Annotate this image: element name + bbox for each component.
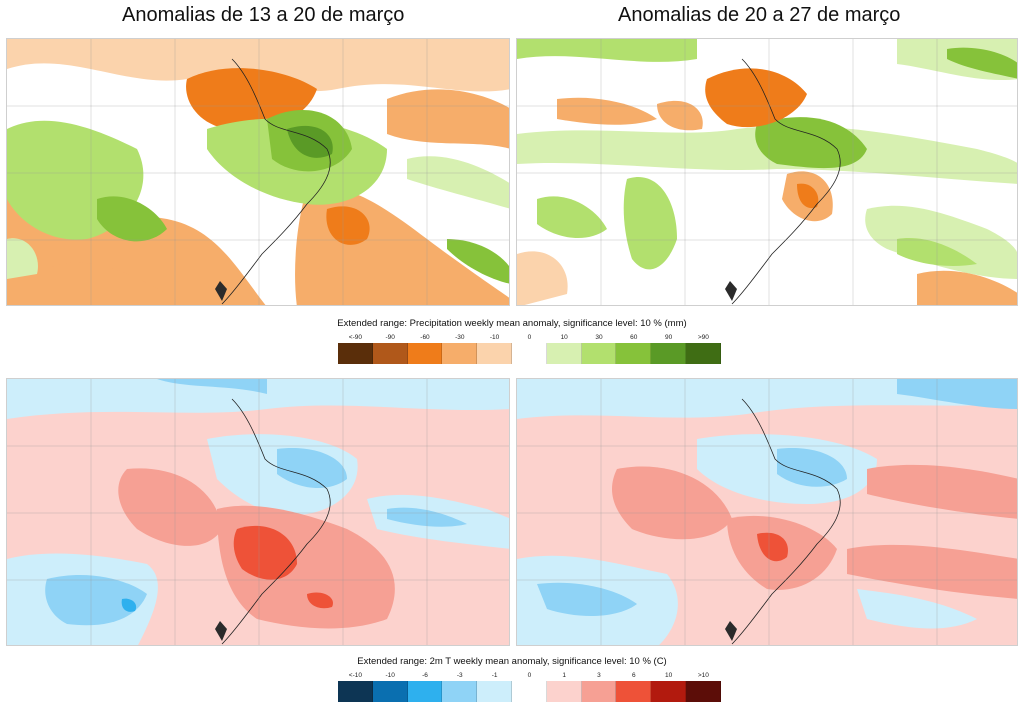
temperature-legend-caption: Extended range: 2m T weekly mean anomaly… <box>357 656 667 667</box>
temp-legend-label: >10 <box>697 672 709 679</box>
precip-legend-swatch <box>511 343 547 364</box>
temperature-colorbar: <-10 -10 -6 -3 -1 0 1 3 6 10 >10 <box>338 671 721 702</box>
temp-legend-label: 3 <box>597 672 601 679</box>
temp-legend-label: -10 <box>385 672 395 679</box>
temperature-map-week1 <box>6 378 510 646</box>
precip-legend-item: 90 <box>651 333 686 364</box>
map-title-week2: Anomalias de 20 a 27 de março <box>618 4 901 26</box>
precip-legend-swatch <box>372 343 408 364</box>
temp-legend-label: 1 <box>562 672 566 679</box>
precip-legend-item: 60 <box>616 333 652 364</box>
temp-legend-item: 6 <box>616 671 652 702</box>
temp-legend-item: >10 <box>685 671 721 702</box>
precip-legend-label: 0 <box>527 334 532 341</box>
temp-legend-swatch <box>338 681 373 702</box>
precip-legend-label: -30 <box>455 334 465 341</box>
temp-legend-label: -3 <box>456 672 463 679</box>
precip-legend-swatch <box>685 343 721 364</box>
temp-legend-item: 0 <box>511 671 547 702</box>
precip-legend-item: >90 <box>685 333 721 364</box>
temp-legend-swatch <box>651 681 686 702</box>
temp-legend-label: 10 <box>664 672 673 679</box>
precip-legend-swatch <box>616 343 652 364</box>
precip-legend-item: -10 <box>477 333 512 364</box>
precip-legend-label: 10 <box>560 334 568 341</box>
precipitation-colorbar: <-90 -90 -60 -30 -10 0 10 30 60 90 >90 <box>338 333 721 364</box>
precip-legend-label: -90 <box>385 334 395 341</box>
temp-legend-item: -1 <box>477 671 512 702</box>
temp-legend-item: 3 <box>581 671 617 702</box>
precip-legend-label: -10 <box>489 334 500 341</box>
precip-legend-item: 10 <box>546 333 582 364</box>
precip-legend-label: >90 <box>697 334 709 341</box>
precipitation-map-week2 <box>516 38 1018 306</box>
precip-legend-label: 30 <box>595 334 603 341</box>
precip-legend-swatch <box>442 343 478 364</box>
temp-legend-label: <-10 <box>348 672 362 679</box>
temp-legend-label: -1 <box>491 672 498 679</box>
temp-legend-label: -6 <box>422 672 428 679</box>
precip-legend-swatch <box>651 343 686 364</box>
temp-legend-swatch <box>616 681 652 702</box>
precip-legend-label: 60 <box>630 334 638 341</box>
precipitation-legend-caption: Extended range: Precipitation weekly mea… <box>337 318 687 329</box>
temp-legend-item: -6 <box>407 671 443 702</box>
temp-legend-swatch <box>477 681 512 702</box>
temp-legend-item: 10 <box>651 671 686 702</box>
temp-legend-swatch <box>581 681 617 702</box>
temp-legend-item: 1 <box>546 671 582 702</box>
precip-legend-item: -90 <box>372 333 408 364</box>
temp-legend-swatch <box>685 681 721 702</box>
precip-legend-swatch <box>407 343 443 364</box>
temp-legend-swatch <box>442 681 478 702</box>
precip-legend-swatch <box>546 343 582 364</box>
precip-legend-label: 90 <box>664 334 673 341</box>
temp-legend-swatch <box>372 681 408 702</box>
precip-legend-item: <-90 <box>338 333 373 364</box>
precipitation-map-week1 <box>6 38 510 306</box>
temp-legend-swatch <box>407 681 443 702</box>
precip-legend-item: -30 <box>442 333 478 364</box>
temperature-map-week2 <box>516 378 1018 646</box>
temp-legend-item: -3 <box>442 671 478 702</box>
temp-legend-swatch <box>511 681 547 702</box>
precip-legend-item: 0 <box>511 333 547 364</box>
temp-legend-item: <-10 <box>338 671 373 702</box>
precip-legend-item: 30 <box>581 333 617 364</box>
precip-legend-swatch <box>338 343 373 364</box>
precip-legend-item: -60 <box>407 333 443 364</box>
precip-legend-label: <-90 <box>348 334 362 341</box>
map-title-week1: Anomalias de 13 a 20 de março <box>122 4 405 26</box>
temp-legend-label: 6 <box>631 672 636 679</box>
temp-legend-label: 0 <box>527 672 532 679</box>
precip-legend-label: -60 <box>420 334 430 341</box>
temp-legend-swatch <box>546 681 582 702</box>
precip-legend-swatch <box>581 343 617 364</box>
precip-legend-swatch <box>477 343 512 364</box>
temp-legend-item: -10 <box>372 671 408 702</box>
